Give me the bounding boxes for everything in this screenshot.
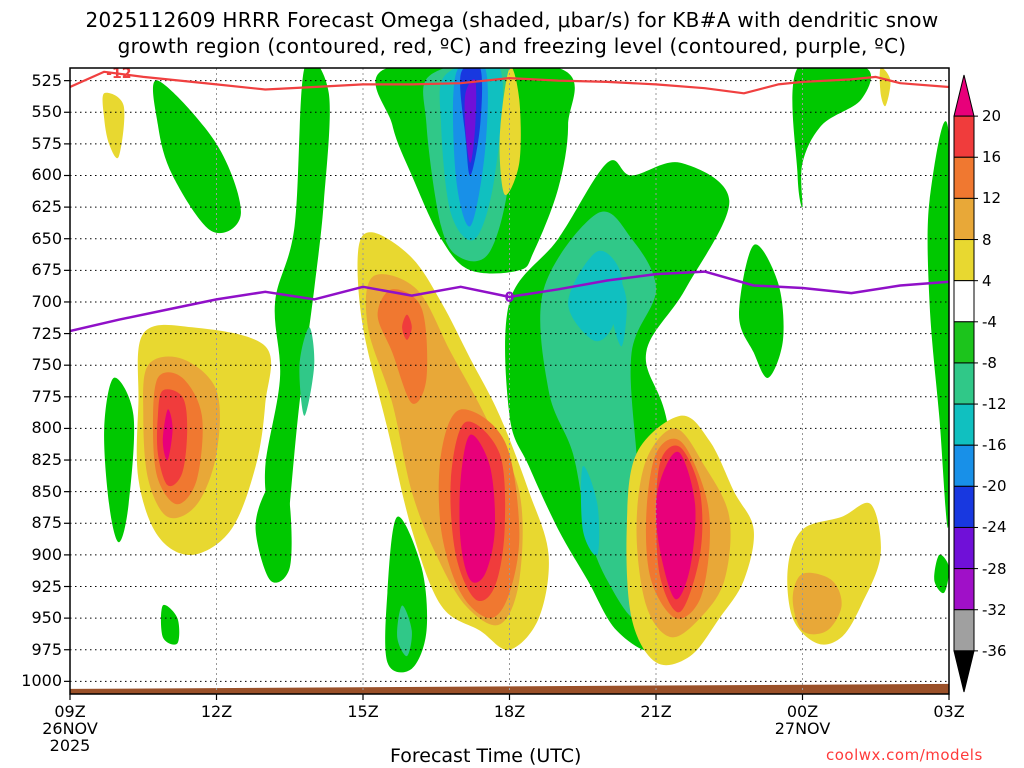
colorbar-swatch-5: [953, 280, 975, 323]
colorbar-swatch-13: [953, 609, 975, 652]
y-tick-label-675: 675: [31, 260, 62, 280]
y-tick-label-850: 850: [31, 481, 62, 501]
x-tick-label-09Z: 09Z 26NOV 2025: [42, 702, 98, 755]
colorbar-swatch-8: [953, 403, 975, 446]
y-tick-label-1000: 1000: [21, 671, 62, 691]
colorbar-swatch-9: [953, 444, 975, 487]
x-tick-label-00Z: 00Z 27NOV: [774, 702, 831, 738]
y-tick-label-975: 975: [31, 639, 62, 659]
colorbar-swatch-3: [953, 197, 975, 241]
x-axis-label: Forecast Time (UTC): [390, 745, 582, 767]
y-tick-label-550: 550: [31, 102, 62, 122]
x-tick-label-12Z: 12Z: [200, 702, 233, 721]
omega-region-red-34: [402, 314, 412, 340]
x-tick-label-18Z: 18Z: [493, 702, 526, 721]
freezing-level-line: [70, 270, 949, 333]
colorbar-swatch-2: [953, 156, 975, 199]
colorbar-label--4: -4: [982, 312, 997, 331]
colorbar-label--28: -28: [982, 559, 1007, 578]
x-tick-label-03Z: 03Z: [933, 702, 965, 721]
omega-region-purple-9: [464, 79, 477, 163]
x-tick-label-15Z: 15Z: [347, 702, 379, 721]
y-tick-label-525: 525: [31, 70, 62, 90]
colorbar-swatch-1: [953, 115, 975, 158]
y-tick-label-900: 900: [31, 544, 62, 564]
contour-lines: -12 0: [70, 66, 949, 333]
colorbar-label-4: 4: [982, 271, 992, 290]
omega-region-green-23: [385, 516, 428, 673]
y-tick-label-700: 700: [31, 291, 62, 311]
omega-region-cyan-13: [568, 250, 623, 342]
y-tick-label-800: 800: [31, 418, 62, 438]
dgz-contour-label: -12: [106, 66, 131, 82]
colorbar-label-16: 16: [982, 148, 1002, 167]
colorbar-label--16: -16: [982, 436, 1007, 455]
omega-region-cyan-15: [580, 465, 600, 556]
colorbar-label--20: -20: [982, 477, 1007, 496]
omega-region-magenta-37: [459, 434, 496, 583]
axis-tick-marks: [64, 80, 950, 700]
colorbar-label-8: 8: [982, 230, 992, 249]
colorbar-label--36: -36: [982, 641, 1007, 660]
freezing-level-label: 0: [505, 290, 515, 306]
omega-region-orange-33: [377, 289, 428, 404]
colorbar-swatch-11: [953, 526, 975, 570]
dgz-contour-line: [70, 70, 949, 95]
omega-region-gold-44: [792, 572, 842, 635]
grid-lines: [70, 68, 949, 694]
omega-region-green-0: [152, 80, 241, 234]
y-tick-label-875: 875: [31, 513, 62, 533]
chart-title-line-1: 2025112609 HRRR Forecast Omega (shaded, …: [85, 8, 939, 32]
y-tick-label-950: 950: [31, 608, 62, 628]
y-tick-label-650: 650: [31, 228, 62, 248]
y-tick-label-825: 825: [31, 450, 62, 470]
colorbar-label-12: 12: [982, 189, 1002, 208]
omega-region-green-25: [934, 554, 949, 594]
omega-region-magenta-30: [162, 409, 173, 461]
omega-region-green-21: [160, 604, 180, 645]
omega-region-yellow-18: [879, 68, 891, 107]
colorbar: [953, 74, 978, 693]
x-tick-label-21Z: 21Z: [640, 702, 672, 721]
colorbar-swatch-4: [953, 239, 975, 282]
colorbar-label-20: 20: [982, 107, 1002, 126]
y-tick-label-725: 725: [31, 323, 62, 343]
colorbar-swatch-12: [953, 568, 975, 611]
colorbar-label--12: -12: [982, 395, 1007, 414]
y-tick-label-600: 600: [31, 165, 62, 185]
y-tick-label-775: 775: [31, 386, 62, 406]
omega-region-green-22: [255, 478, 292, 583]
colorbar-swatch-0: [953, 74, 975, 117]
omega-region-green-17: [792, 68, 872, 208]
omega-shading: [102, 68, 949, 673]
chart-title-line-2: growth region (contoured, red, ºC) and f…: [117, 34, 907, 58]
y-tick-label-925: 925: [31, 576, 62, 596]
omega-region-green-20: [104, 377, 135, 543]
y-tick-label-575: 575: [31, 133, 62, 153]
omega-region-green-16: [739, 244, 784, 378]
colorbar-label--8: -8: [982, 353, 997, 372]
colorbar-swatch-6: [953, 321, 975, 364]
omega-region-green-19: [927, 121, 949, 528]
omega-region-green-2: [264, 68, 330, 555]
omega-region-magenta-42: [655, 451, 696, 600]
colorbar-swatch-14: [953, 650, 975, 693]
omega-region-yellow-10: [499, 68, 521, 195]
colorbar-swatch-10: [953, 485, 975, 528]
omega-region-seagreen-3: [299, 327, 315, 416]
colorbar-label--24: -24: [982, 518, 1007, 537]
omega-region-yellow-1: [102, 92, 125, 159]
watermark-text: coolwx.com/models: [826, 746, 983, 764]
omega-region-red-29: [156, 389, 188, 487]
colorbar-swatch-7: [953, 362, 975, 405]
omega-region-cyan-14: [611, 276, 627, 347]
y-tick-label-625: 625: [31, 197, 62, 217]
colorbar-label--32: -32: [982, 600, 1007, 619]
y-tick-label-750: 750: [31, 355, 62, 375]
